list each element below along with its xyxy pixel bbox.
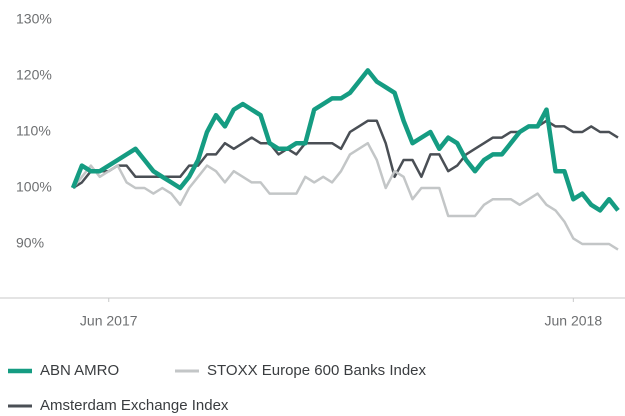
x-tick-label: Jun 2018 [545, 313, 603, 329]
line [72, 141, 619, 251]
legend-label: STOXX Europe 600 Banks Index [207, 362, 427, 379]
y-tick-label: 90% [16, 235, 44, 251]
line [72, 119, 619, 190]
line [70, 68, 620, 213]
y-tick-label: 110% [16, 123, 51, 139]
legend-label: ABN AMRO [40, 362, 119, 379]
y-tick-label: 100% [16, 179, 52, 195]
legend-label: Amsterdam Exchange Index [40, 397, 229, 414]
y-tick-label: 120% [16, 67, 52, 83]
y-tick-label: 130% [16, 11, 52, 27]
x-tick-label: Jun 2017 [80, 313, 138, 329]
